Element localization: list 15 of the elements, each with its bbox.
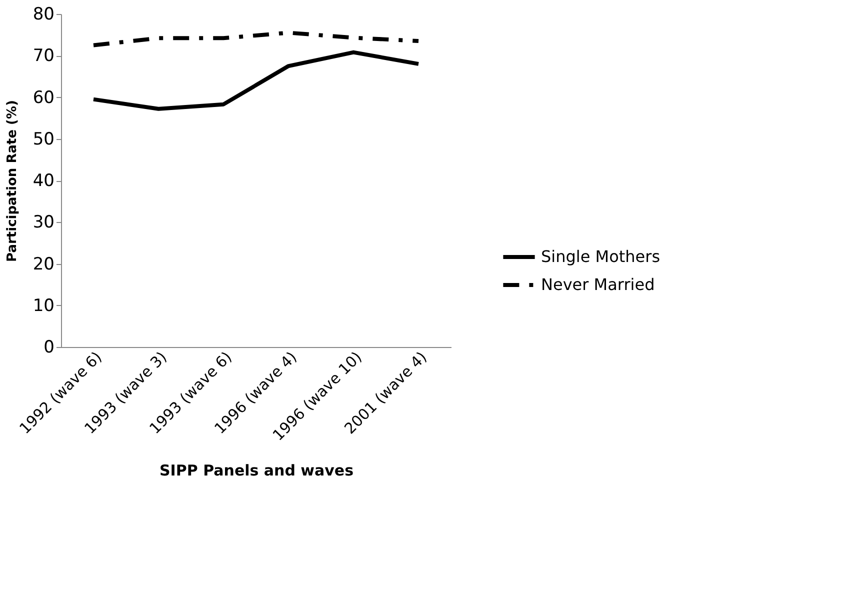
y-tick-label: 40 — [32, 171, 54, 191]
y-tick-label: 70 — [32, 46, 54, 66]
y-tick-label: 10 — [32, 296, 54, 316]
y-tick-label: 30 — [32, 212, 54, 233]
line-series — [92, 50, 420, 111]
y-tick-label: 50 — [32, 129, 54, 150]
y-tick-label: 0 — [44, 338, 54, 358]
legend-label: Never Married — [541, 275, 655, 294]
y-tick-label: 20 — [32, 254, 54, 274]
line-series — [92, 30, 420, 48]
y-tick-label: 80 — [32, 4, 54, 24]
y-axis-title: Participation Rate (%) — [4, 100, 20, 262]
x-axis-title: SIPP Panels and waves — [159, 462, 354, 480]
legend-label: Single Mothers — [541, 247, 660, 266]
y-tick-label: 60 — [32, 88, 54, 108]
